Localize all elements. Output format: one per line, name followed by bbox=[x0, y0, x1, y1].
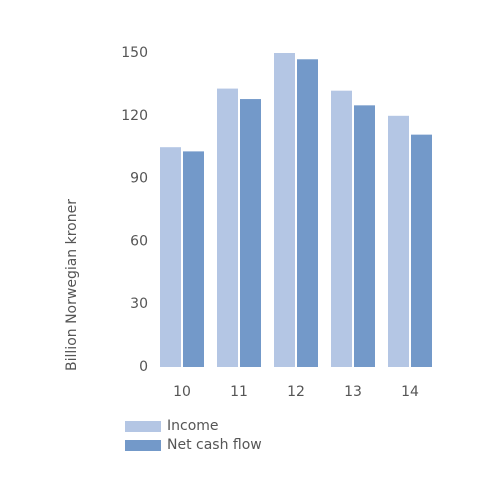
bar bbox=[217, 88, 238, 367]
x-tick-label: 11 bbox=[230, 384, 248, 400]
y-axis-label: Billion Norwegian kroner bbox=[64, 199, 80, 371]
x-tick-label: 14 bbox=[401, 384, 419, 400]
bar bbox=[240, 99, 261, 367]
y-tick-label: 90 bbox=[130, 171, 148, 187]
bar bbox=[160, 147, 181, 367]
x-tick-label: 13 bbox=[344, 384, 362, 400]
bar bbox=[274, 53, 295, 367]
x-tick-label: 12 bbox=[287, 384, 305, 400]
y-tick-label: 0 bbox=[139, 359, 148, 375]
y-tick-label: 120 bbox=[121, 108, 148, 124]
y-tick-label: 150 bbox=[121, 45, 148, 61]
legend-swatch bbox=[125, 440, 161, 451]
legend-label: Income bbox=[167, 418, 219, 434]
legend-swatch bbox=[125, 421, 161, 432]
y-tick-label: 30 bbox=[130, 296, 148, 312]
bar bbox=[331, 90, 352, 368]
y-tick-label: 60 bbox=[130, 233, 148, 249]
bar bbox=[297, 59, 318, 367]
bar bbox=[388, 115, 409, 367]
x-tick-label: 10 bbox=[173, 384, 191, 400]
bar bbox=[183, 151, 204, 367]
bar bbox=[354, 105, 375, 367]
bar bbox=[411, 134, 432, 367]
legend-label: Net cash flow bbox=[167, 437, 262, 453]
